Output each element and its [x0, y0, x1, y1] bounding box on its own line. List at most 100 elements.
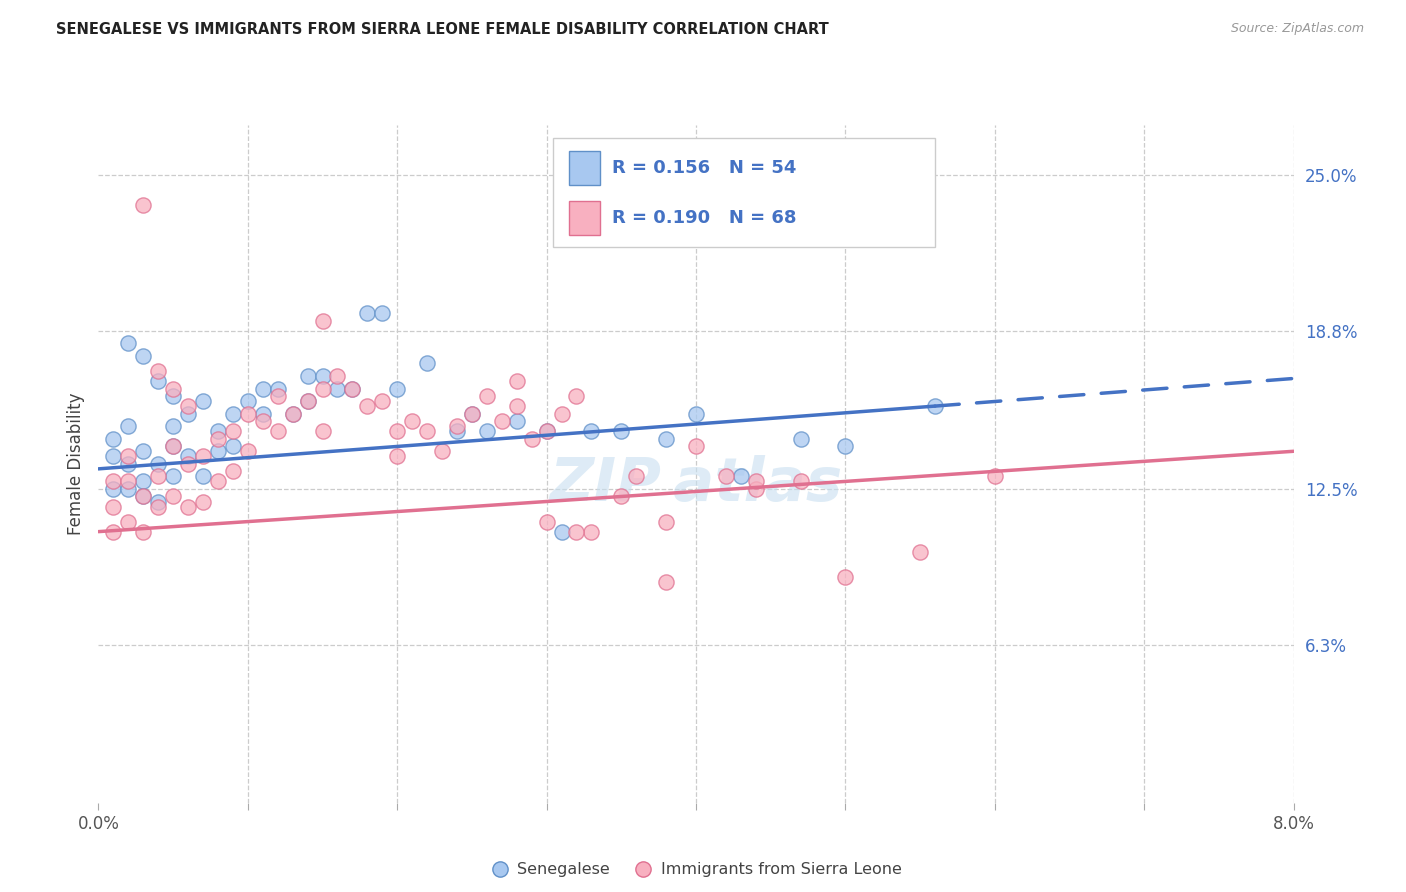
Point [520, 432, 543, 446]
Point [177, 407, 200, 421]
Point [162, 490, 184, 504]
Point [267, 389, 290, 403]
Point [103, 432, 125, 446]
Point [236, 407, 259, 421]
Point [536, 424, 558, 438]
Point [416, 424, 439, 438]
Point [148, 469, 170, 483]
Point [162, 419, 184, 434]
Point [281, 407, 304, 421]
Point [177, 399, 200, 413]
Point [491, 414, 513, 428]
Point [506, 399, 529, 413]
Point [311, 382, 333, 396]
Point [326, 368, 349, 383]
Point [685, 439, 707, 453]
Point [117, 475, 139, 489]
Point [610, 424, 633, 438]
Point [983, 469, 1005, 483]
Point [356, 306, 378, 320]
Point [162, 469, 184, 483]
Point [103, 475, 125, 489]
Point [655, 574, 678, 589]
Point [103, 500, 125, 514]
Point [430, 444, 453, 458]
Point [148, 374, 170, 388]
Point [191, 394, 214, 409]
Point [446, 419, 468, 434]
Point [371, 394, 394, 409]
Point [177, 450, 200, 464]
Point [191, 450, 214, 464]
Point [506, 414, 529, 428]
Point [162, 382, 184, 396]
Point [132, 349, 155, 363]
Point [908, 545, 931, 559]
Point [267, 382, 290, 396]
Point [132, 524, 155, 539]
Point [222, 424, 245, 438]
Point [342, 382, 364, 396]
Point [148, 500, 170, 514]
Point [207, 432, 229, 446]
Point [103, 524, 125, 539]
Point [789, 475, 811, 489]
Point [326, 382, 349, 396]
Y-axis label: Female Disability: Female Disability [66, 392, 84, 535]
Point [207, 424, 229, 438]
Point [148, 457, 170, 471]
Point [117, 457, 139, 471]
Point [207, 444, 229, 458]
Point [745, 482, 768, 496]
Point [297, 368, 319, 383]
Point [565, 524, 588, 539]
Text: R = 0.190   N = 68: R = 0.190 N = 68 [612, 209, 796, 227]
Text: ZIP atlas: ZIP atlas [550, 455, 842, 514]
Point [342, 382, 364, 396]
Point [117, 515, 139, 529]
Point [297, 394, 319, 409]
Point [162, 439, 184, 453]
Point [655, 432, 678, 446]
Point [222, 439, 245, 453]
Point [207, 475, 229, 489]
Point [103, 450, 125, 464]
Point [148, 494, 170, 508]
Point [162, 439, 184, 453]
Text: R = 0.156   N = 54: R = 0.156 N = 54 [612, 159, 796, 177]
Point [714, 469, 737, 483]
Point [385, 382, 409, 396]
Point [834, 439, 856, 453]
Point [177, 500, 200, 514]
Point [834, 570, 856, 584]
Point [550, 407, 572, 421]
Point [401, 414, 423, 428]
Point [311, 314, 333, 328]
Point [117, 336, 139, 351]
Point [475, 424, 498, 438]
Point [924, 399, 946, 413]
Text: SENEGALESE VS IMMIGRANTS FROM SIERRA LEONE FEMALE DISABILITY CORRELATION CHART: SENEGALESE VS IMMIGRANTS FROM SIERRA LEO… [56, 22, 830, 37]
Point [475, 389, 498, 403]
Point [297, 394, 319, 409]
Point [416, 356, 439, 370]
Point [461, 407, 484, 421]
Point [730, 469, 752, 483]
Point [267, 424, 290, 438]
Point [311, 424, 333, 438]
Point [148, 364, 170, 378]
Point [117, 419, 139, 434]
Point [536, 424, 558, 438]
Text: Source: ZipAtlas.com: Source: ZipAtlas.com [1230, 22, 1364, 36]
Point [191, 494, 214, 508]
Point [236, 444, 259, 458]
Point [550, 524, 572, 539]
Point [655, 515, 678, 529]
Point [103, 482, 125, 496]
Point [311, 368, 333, 383]
Point [565, 389, 588, 403]
Point [191, 469, 214, 483]
Point [446, 424, 468, 438]
Point [177, 457, 200, 471]
Point [132, 198, 155, 212]
